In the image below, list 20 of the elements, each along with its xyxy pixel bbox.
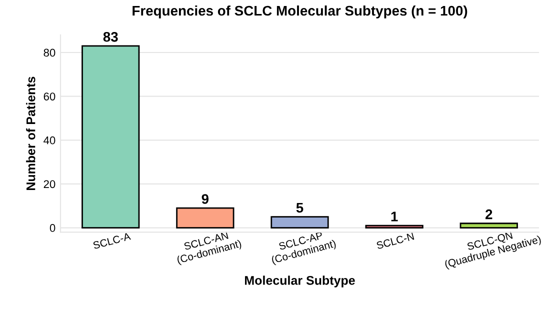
bar — [270, 216, 329, 228]
bar — [365, 224, 424, 228]
data-label: 2 — [486, 209, 492, 220]
bar — [82, 45, 140, 228]
x-axis-title: Molecular Subtype — [245, 276, 355, 288]
y-tick-label: 80 — [44, 48, 56, 57]
data-label: 5 — [296, 202, 304, 213]
y-tick-label: 0 — [50, 224, 56, 232]
x-tick-label: SCLC-A — [92, 232, 132, 250]
y-tick-label: 60 — [44, 92, 56, 100]
chart-title: Frequencies of SCLC Molecular Subtypes (n = 100) — [132, 5, 468, 18]
data-label: 1 — [391, 212, 398, 222]
data-label: 9 — [202, 194, 209, 204]
y-tick-label: 20 — [44, 180, 56, 188]
x-tick-label: SCLC-N — [376, 232, 414, 250]
data-label: 83 — [103, 32, 118, 42]
y-axis-title: Number of Patients — [26, 76, 36, 190]
bar — [460, 222, 518, 228]
y-tick-label: 40 — [44, 136, 56, 144]
bar — [176, 207, 234, 228]
